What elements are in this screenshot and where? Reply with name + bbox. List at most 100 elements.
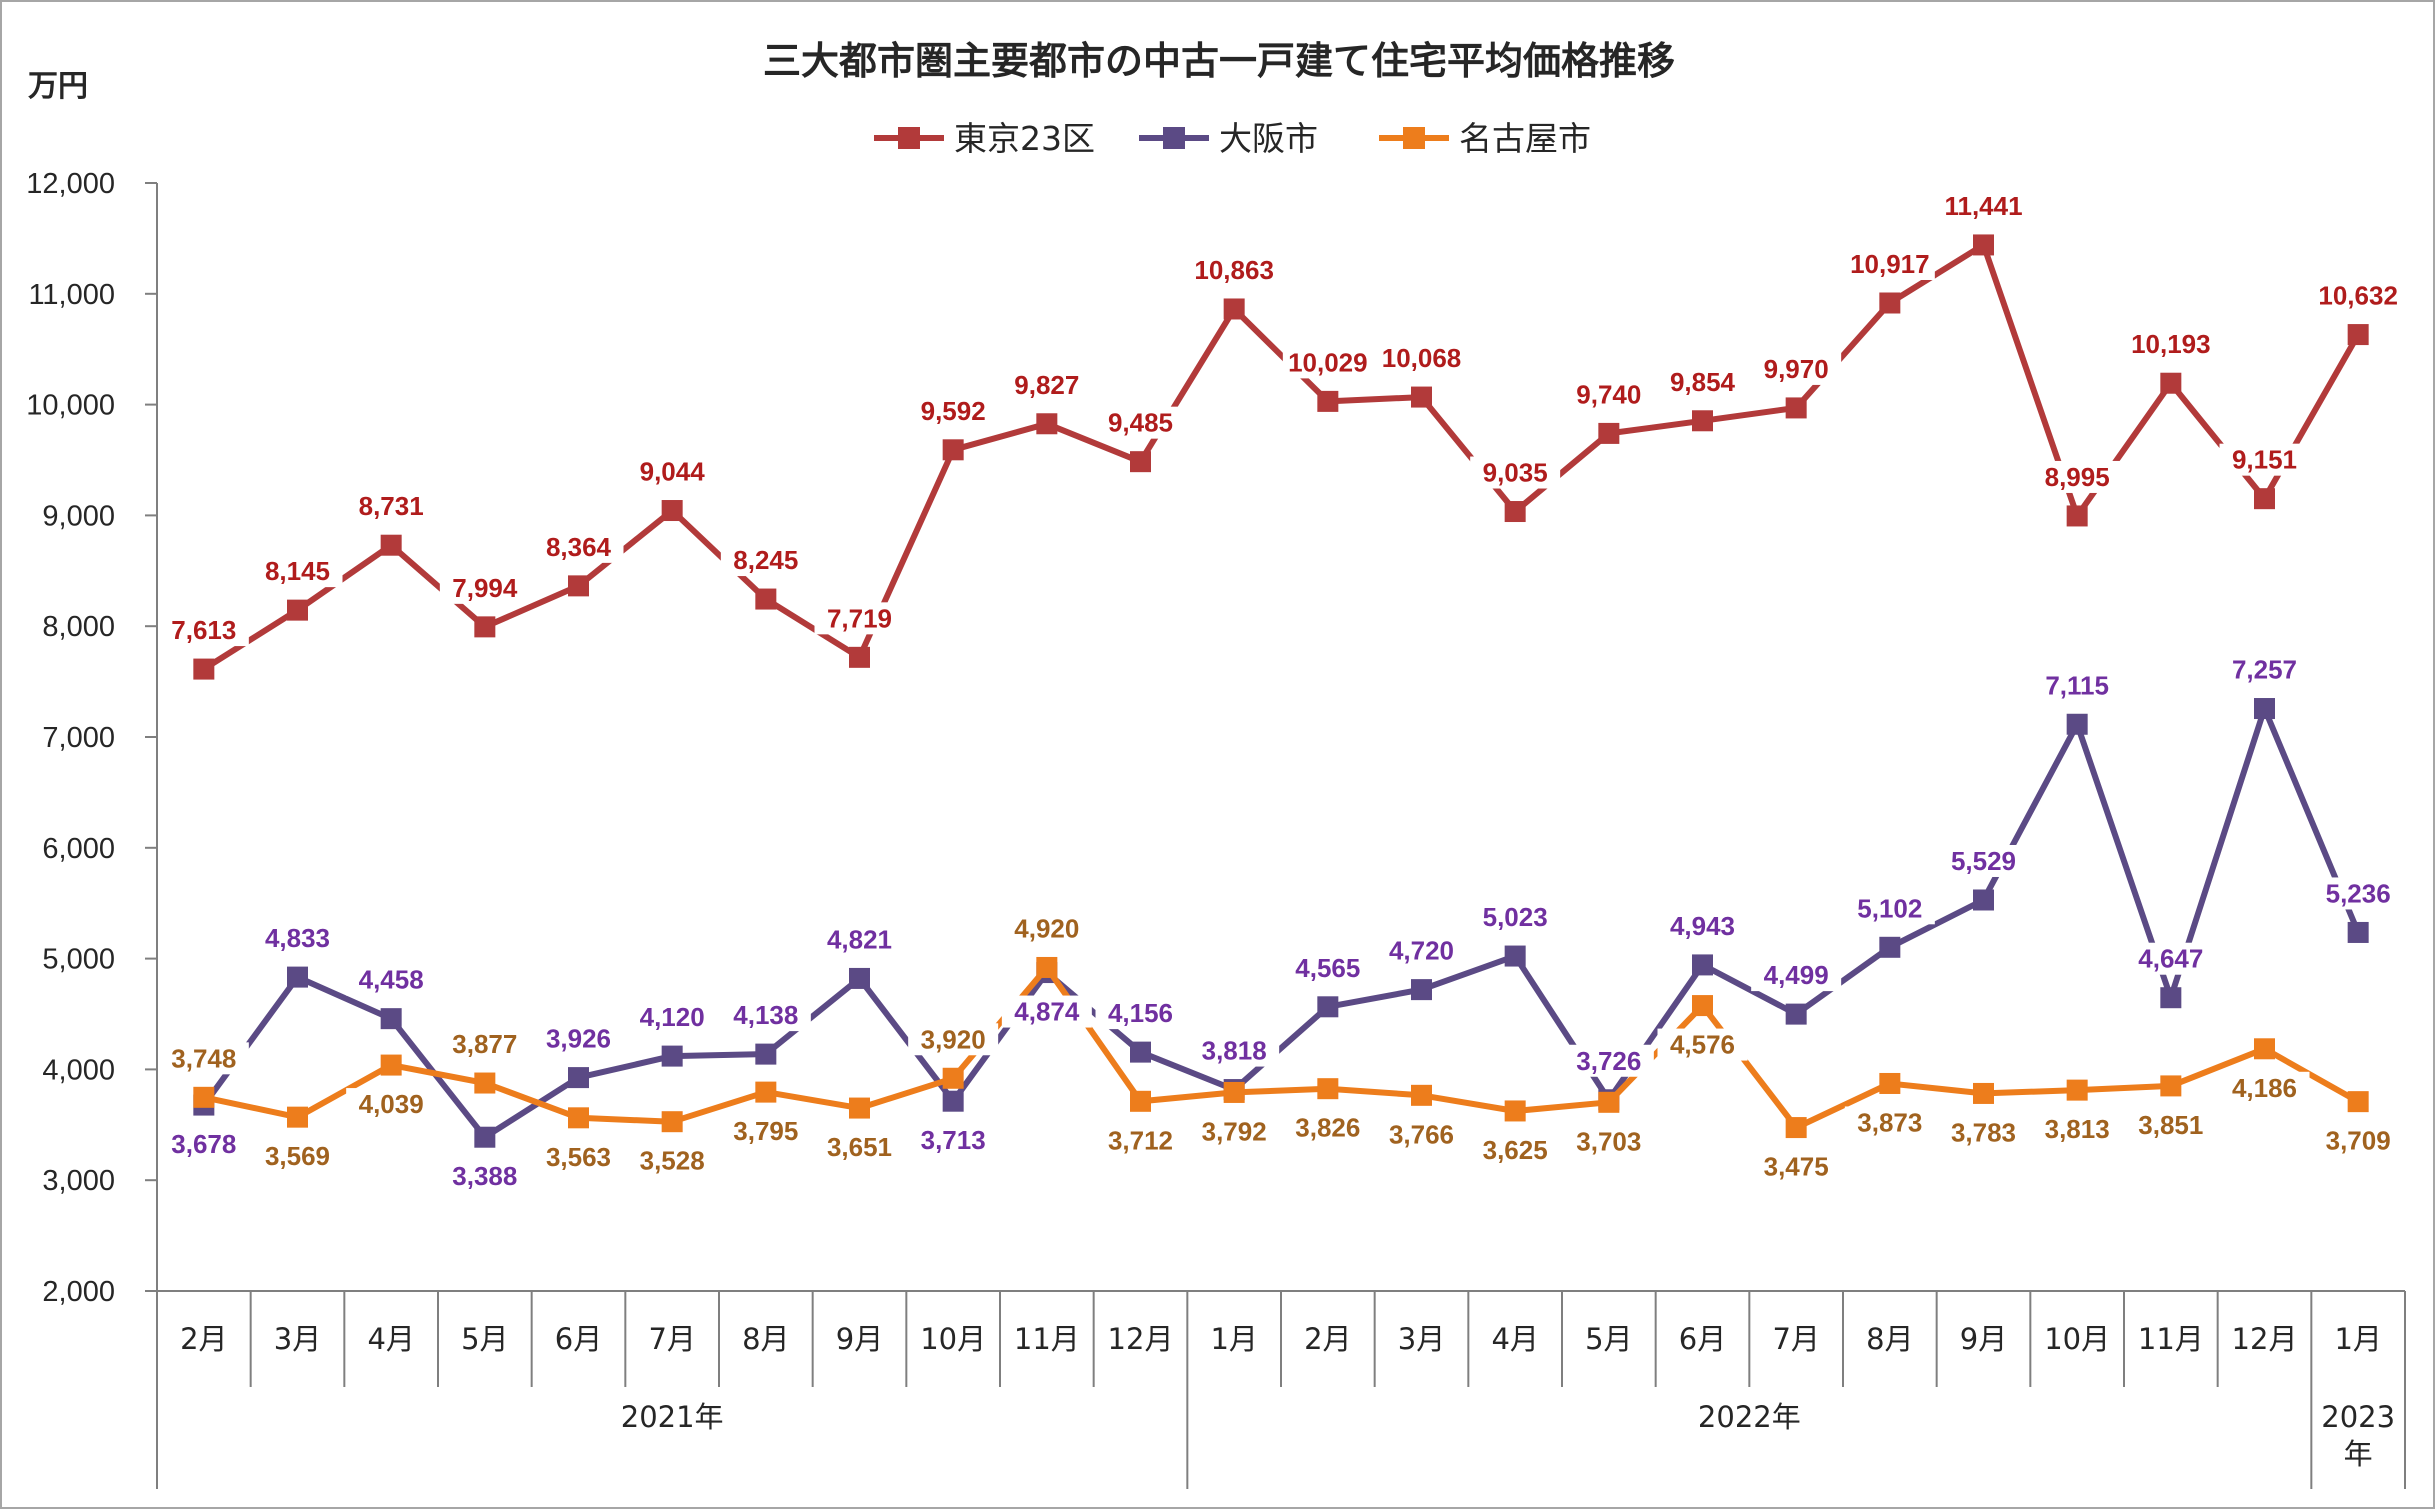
- data-point-marker: [1879, 936, 1901, 958]
- data-label: 9,970: [1764, 354, 1829, 384]
- data-label-background: [1189, 1115, 1280, 1148]
- data-point-marker: [2254, 1038, 2275, 1060]
- data-point-marker: [1317, 390, 1339, 412]
- data-label-background: [252, 922, 343, 955]
- data-label: 5,102: [1857, 893, 1922, 923]
- data-label-background: [2032, 669, 2123, 702]
- data-point-marker: [942, 1067, 964, 1089]
- year-group-label: 2023 年: [2321, 1400, 2395, 1471]
- data-label: 5,529: [1951, 846, 2016, 876]
- year-group-label: 2022年: [1698, 1400, 1801, 1434]
- data-label-background: [720, 544, 811, 577]
- data-point-marker: [2066, 713, 2088, 735]
- data-label-background: [1938, 844, 2029, 877]
- data-label: 4,920: [1014, 913, 1079, 943]
- data-point-marker: [755, 1081, 777, 1103]
- data-labels: 7,613 8,145 8,731 7,994 8,364 9,044 8,245 7,719…: [158, 189, 2404, 1193]
- data-label-background: [2032, 460, 2123, 493]
- data-label: 3,625: [1483, 1135, 1548, 1165]
- data-label-background: [720, 999, 811, 1032]
- data-label-background: [1282, 951, 1373, 984]
- data-point-marker: [568, 1067, 589, 1089]
- data-point-marker: [1504, 1100, 1526, 1122]
- data-label-background: [1095, 997, 1186, 1030]
- data-label: 5,236: [2326, 878, 2391, 908]
- data-point-marker: [849, 1097, 870, 1119]
- x-tick-label: 10月: [920, 1322, 986, 1356]
- data-label: 7,257: [2232, 655, 2297, 685]
- data-label: 3,528: [640, 1146, 705, 1176]
- data-point-marker: [474, 1126, 496, 1148]
- data-label: 10,029: [1288, 347, 1368, 377]
- data-point-marker: [1130, 1041, 1151, 1063]
- data-label: 3,563: [546, 1142, 611, 1172]
- data-point-marker: [380, 1054, 402, 1076]
- data-label: 3,813: [2045, 1114, 2110, 1144]
- data-label: 3,712: [1108, 1125, 1173, 1155]
- data-label-background: [2219, 653, 2310, 686]
- data-point-marker: [942, 439, 964, 461]
- data-label-background: [908, 1023, 999, 1056]
- data-label-background: [1376, 934, 1467, 967]
- data-label: 9,827: [1014, 370, 1079, 400]
- data-label: 9,854: [1670, 367, 1736, 397]
- data-label-background: [252, 1140, 343, 1173]
- data-label: 3,926: [546, 1024, 611, 1054]
- data-label: 3,920: [921, 1024, 986, 1054]
- x-tick-label: 11月: [2138, 1322, 2204, 1356]
- data-label: 10,632: [2318, 281, 2398, 311]
- data-label-background: [439, 1028, 530, 1061]
- data-label: 4,120: [640, 1002, 705, 1032]
- data-label: 8,364: [546, 532, 612, 562]
- data-label-background: [814, 602, 905, 635]
- data-label: 11,441: [1944, 191, 2022, 221]
- data-point-marker: [2160, 1075, 2182, 1097]
- data-label: 4,720: [1389, 936, 1454, 966]
- data-point-marker: [1411, 1084, 1432, 1106]
- series-line: [203, 964, 2360, 1131]
- data-label: 3,851: [2138, 1110, 2203, 1140]
- legend: 東京23区 大阪市 名古屋市: [874, 119, 1591, 158]
- data-label: 3,795: [733, 1116, 798, 1146]
- data-label: 3,726: [1576, 1046, 1641, 1076]
- data-point-marker: [474, 616, 496, 638]
- data-point-marker: [1411, 386, 1432, 408]
- y-tick-label: 9,000: [42, 500, 115, 532]
- data-label-background: [1751, 1150, 1842, 1183]
- data-point-marker: [849, 646, 870, 668]
- data-label: 4,943: [1670, 911, 1735, 941]
- y-tick-label: 11,000: [28, 279, 115, 311]
- data-label-background: [1563, 1125, 1654, 1158]
- data-label: 8,731: [359, 491, 424, 521]
- x-tick-label: 3月: [274, 1322, 321, 1356]
- data-label: 4,821: [827, 924, 892, 954]
- data-label-background: [2125, 942, 2216, 975]
- data-label: 3,766: [1389, 1119, 1454, 1149]
- y-axis-unit: 万円: [28, 69, 88, 104]
- x-tick-label: 12月: [1108, 1322, 1174, 1356]
- data-label-background: [252, 555, 343, 588]
- data-label-background: [439, 1160, 530, 1193]
- data-point-marker: [193, 1086, 215, 1108]
- data-point-marker: [1785, 1117, 1807, 1139]
- data-label: 7,613: [171, 615, 236, 645]
- data-point-marker: [2347, 324, 2369, 346]
- data-label-background: [814, 1131, 905, 1164]
- y-tick-label: 10,000: [26, 390, 115, 422]
- x-tick-label: 2月: [180, 1322, 227, 1356]
- data-point-marker: [1598, 1091, 1620, 1113]
- x-tick-label: 2月: [1304, 1322, 1351, 1356]
- data-label-background: [158, 1128, 249, 1161]
- data-label-background: [908, 394, 999, 427]
- data-point-marker: [849, 967, 870, 989]
- data-point-marker: [661, 1045, 683, 1067]
- data-point-marker: [942, 1090, 964, 1112]
- data-label-background: [1095, 1124, 1186, 1157]
- data-point-marker: [2347, 1091, 2369, 1113]
- x-tick-label: 4月: [1491, 1322, 1538, 1356]
- x-tick-label: 1月: [2334, 1322, 2381, 1356]
- data-label-background: [158, 614, 249, 647]
- data-point-marker: [1504, 945, 1526, 967]
- data-label: 5,023: [1483, 902, 1548, 932]
